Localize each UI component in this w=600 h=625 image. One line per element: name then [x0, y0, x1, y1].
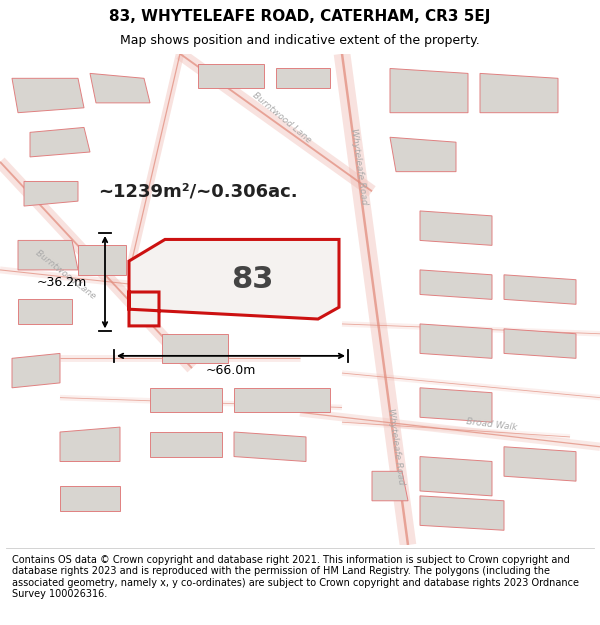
Polygon shape — [420, 457, 492, 496]
Polygon shape — [390, 69, 468, 112]
Text: Contains OS data © Crown copyright and database right 2021. This information is : Contains OS data © Crown copyright and d… — [12, 554, 579, 599]
Text: 83, WHYTELEAFE ROAD, CATERHAM, CR3 5EJ: 83, WHYTELEAFE ROAD, CATERHAM, CR3 5EJ — [109, 9, 491, 24]
Text: Burntwood Lane: Burntwood Lane — [251, 91, 313, 145]
Polygon shape — [372, 471, 408, 501]
Polygon shape — [480, 73, 558, 112]
Polygon shape — [276, 69, 330, 88]
Polygon shape — [234, 388, 330, 412]
Text: Whyteleafe Road: Whyteleafe Road — [386, 408, 406, 486]
Polygon shape — [420, 324, 492, 358]
Polygon shape — [150, 388, 222, 412]
Polygon shape — [234, 432, 306, 461]
Polygon shape — [60, 486, 120, 511]
Polygon shape — [18, 299, 72, 324]
Text: ~36.2m: ~36.2m — [37, 276, 87, 289]
Text: Burntwood Lane: Burntwood Lane — [34, 249, 98, 301]
Polygon shape — [420, 496, 504, 530]
Polygon shape — [30, 127, 90, 157]
Polygon shape — [24, 181, 78, 206]
Text: Broad Walk: Broad Walk — [466, 417, 518, 432]
Polygon shape — [12, 353, 60, 388]
Polygon shape — [420, 270, 492, 299]
Polygon shape — [504, 275, 576, 304]
Polygon shape — [129, 239, 339, 326]
Polygon shape — [504, 447, 576, 481]
Text: ~1239m²/~0.306ac.: ~1239m²/~0.306ac. — [98, 182, 298, 200]
Polygon shape — [18, 241, 78, 270]
Polygon shape — [390, 138, 456, 172]
Polygon shape — [198, 64, 264, 88]
Polygon shape — [90, 73, 150, 103]
Polygon shape — [420, 211, 492, 246]
Polygon shape — [78, 246, 126, 275]
Polygon shape — [12, 78, 84, 112]
Polygon shape — [420, 388, 492, 422]
Polygon shape — [60, 427, 120, 461]
Text: ~66.0m: ~66.0m — [206, 364, 256, 377]
Polygon shape — [162, 334, 228, 363]
Text: Whyteleafe Road: Whyteleafe Road — [349, 128, 368, 206]
Text: 83: 83 — [231, 265, 273, 294]
Polygon shape — [504, 329, 576, 358]
Polygon shape — [150, 432, 222, 457]
Text: Map shows position and indicative extent of the property.: Map shows position and indicative extent… — [120, 34, 480, 47]
